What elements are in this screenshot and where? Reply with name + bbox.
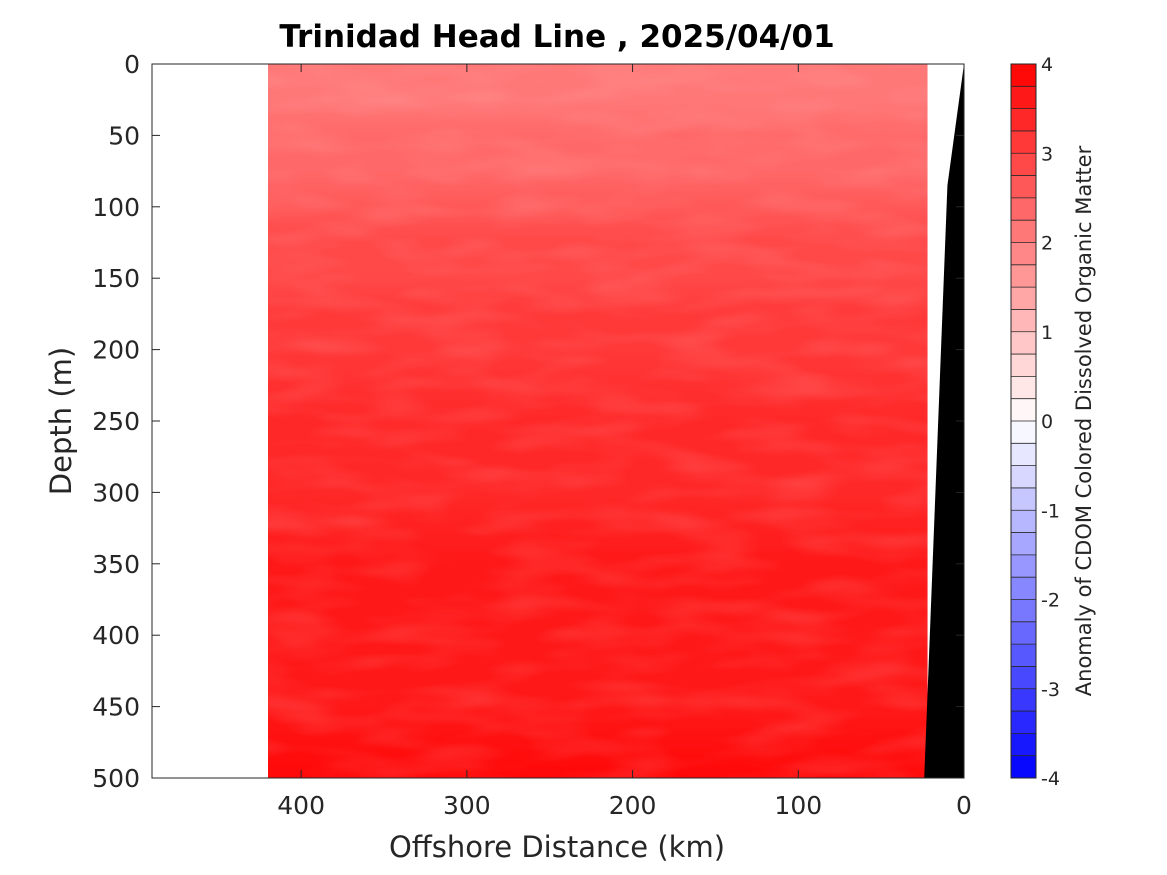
colorbar-band <box>1011 175 1036 199</box>
y-tick-label: 50 <box>108 121 140 150</box>
colorbar-band <box>1011 599 1036 623</box>
colorbar-band <box>1011 309 1036 333</box>
colorbar-band <box>1011 220 1036 243</box>
x-tick-label: 400 <box>277 791 325 820</box>
plot-area: 400 300 200 100 0 0 50 100 150 200 250 300 350 400 45… <box>92 50 972 820</box>
y-axis: 0 50 100 150 200 250 300 350 400 450 500 <box>92 50 964 793</box>
colorbar-frame <box>1010 63 1037 779</box>
y-tick-label: 200 <box>92 336 140 365</box>
colorbar-band <box>1011 577 1036 600</box>
y-tick-label: 150 <box>92 264 140 293</box>
colorbar-band <box>1011 644 1036 667</box>
colorbar-band <box>1011 443 1036 467</box>
colorbar-band <box>1011 376 1036 400</box>
colorbar-label: Anomaly of CDOM Colored Dissolved Organi… <box>1072 145 1096 696</box>
colorbar-ticks: 4 3 2 1 0 -1 -2 -3 -4 <box>1041 54 1060 790</box>
y-tick-label: 500 <box>92 764 140 793</box>
colorbar-tick-label: 3 <box>1041 143 1053 165</box>
colorbar-band <box>1011 510 1036 534</box>
colorbar-band <box>1011 755 1036 779</box>
x-tick-label: 100 <box>774 791 822 820</box>
colorbar-band <box>1011 398 1036 422</box>
colorbar-band <box>1011 242 1036 266</box>
y-tick-label: 250 <box>92 407 140 436</box>
colorbar-band <box>1011 554 1036 578</box>
x-tick-label: 200 <box>609 791 657 820</box>
colorbar-tick-label: 0 <box>1041 411 1053 433</box>
x-tick-label: 300 <box>443 791 491 820</box>
colorbar-band <box>1011 64 1036 87</box>
colorbar-band <box>1011 421 1036 444</box>
y-tick-label: 100 <box>92 193 140 222</box>
colorbar-tick-label: -3 <box>1041 679 1060 701</box>
colorbar-band <box>1011 86 1036 110</box>
seafloor-land <box>924 64 964 778</box>
x-axis-label: Offshore Distance (km) <box>389 830 725 864</box>
y-tick-label: 300 <box>92 478 140 507</box>
colorbar-band <box>1011 688 1036 712</box>
colorbar-tick-label: 1 <box>1041 322 1053 344</box>
colorbar-band <box>1011 108 1036 132</box>
colorbar-band <box>1011 130 1036 154</box>
colorbar-band <box>1011 197 1036 221</box>
x-axis: 400 300 200 100 0 <box>277 64 972 820</box>
colorbar-band <box>1011 331 1036 355</box>
colorbar-band <box>1011 264 1036 288</box>
y-axis-label: Depth (m) <box>44 347 78 495</box>
colorbar-band <box>1011 487 1036 511</box>
y-tick-label: 450 <box>92 693 140 722</box>
colorbar-band <box>1011 621 1036 645</box>
colorbar-band <box>1011 733 1036 757</box>
colorbar-bands <box>1011 64 1036 779</box>
colorbar-tick-label: 2 <box>1041 233 1053 255</box>
colorbar-tick-label: -2 <box>1041 590 1060 612</box>
y-tick-label: 0 <box>124 50 140 79</box>
colorbar-band <box>1011 287 1036 310</box>
colorbar-tick-label: 4 <box>1041 54 1053 76</box>
colorbar-band <box>1011 153 1036 177</box>
y-tick-label: 400 <box>92 621 140 650</box>
colorbar-band <box>1011 465 1036 489</box>
colorbar-band <box>1011 666 1036 690</box>
colorbar-tick-label: -1 <box>1041 500 1060 522</box>
colorbar-band <box>1011 354 1036 377</box>
x-tick-label: 0 <box>956 791 972 820</box>
anomaly-field-texture <box>268 64 928 778</box>
colorbar: 4 3 2 1 0 -1 -2 -3 -4 Anomaly of CDOM Colored Di… <box>1010 54 1096 790</box>
colorbar-band <box>1011 711 1036 734</box>
chart-title: Trinidad Head Line , 2025/04/01 <box>279 19 834 55</box>
y-tick-label: 350 <box>92 550 140 579</box>
colorbar-band <box>1011 532 1036 556</box>
colorbar-tick-label: -4 <box>1041 768 1060 790</box>
